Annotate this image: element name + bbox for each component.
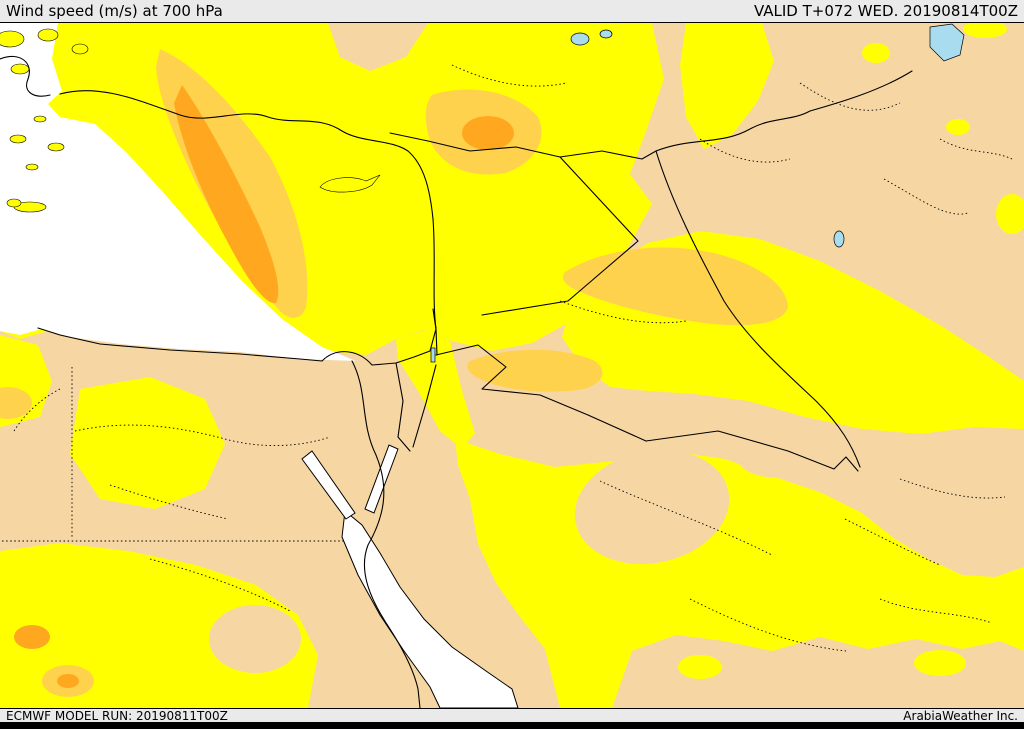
yellow-patch [963,23,1007,39]
model-run-label: ECMWF MODEL RUN: 20190811T00Z [6,708,228,723]
country-borders [0,56,913,709]
orange-core-south-turkey [462,116,514,151]
gold-patch-left-edge [0,387,32,420]
dotted-egypt-a [74,425,331,447]
valid-time-label: VALID T+072 WED. 20190814T00Z [753,2,1018,21]
nile-river [351,360,421,709]
yellow-region-topright-band [680,23,774,150]
border-jordan-saudi [435,344,647,443]
aegean-landmass [10,64,30,75]
title-bar: Wind speed (m/s) at 700 hPa VALID T+072 … [0,0,1024,23]
yellow-patch [862,43,890,64]
aegean-island [9,135,27,144]
land-tan-patches [209,424,1024,709]
aegean-island [33,116,47,123]
aegean-island [47,143,65,152]
yellow-patch [946,119,970,136]
dotted-iran-a [799,83,901,112]
border-syria-iraq-jordan [481,156,639,317]
credit-label: ArabiaWeather Inc. [903,708,1018,723]
weather-map-canvas [0,23,1024,709]
dotted-iran-c [939,139,1013,160]
border-iraq-saudi [645,430,859,473]
cyprus-island [319,175,381,193]
border-iran-west [655,150,861,469]
aegean-landmass [0,31,25,48]
dotted-egypt-c [149,559,291,612]
orange-core-southwest-b [57,674,79,689]
yellow-patch [678,655,722,680]
dotted-iran-b [883,179,969,215]
aegean-landmass [71,44,89,55]
border-israel-egypt [395,362,411,453]
aegean-island [25,164,39,171]
admin-borders-dotted [2,65,1013,652]
aegean-island [6,199,22,208]
dead-sea [430,348,436,363]
wind-yellow-patches [678,23,1024,680]
orange-core-southwest-a [14,625,50,650]
tan-patch-southwest [209,605,301,674]
small-lake [833,231,845,248]
dotted-saudi-a [599,481,773,556]
dotted-syria [559,301,687,324]
orange-core-east-med [174,85,279,304]
lake-van [570,33,590,46]
map-title: Wind speed (m/s) at 700 hPa [6,2,223,21]
dotted-libya [13,389,61,432]
tan-patch-bottom-band [612,635,1024,709]
yellow-patch [914,650,966,677]
dotted-gulf-east [899,479,1006,499]
gold-patch-iraq [562,247,788,326]
mediterranean-sea [0,23,356,362]
yellow-patch [996,194,1024,235]
coastline-med [37,90,437,367]
gulf-of-suez [301,450,356,521]
gulf-of-aqaba [364,444,399,515]
coastline-aegean [0,56,51,98]
border-turkey-syria [389,132,657,161]
yellow-region-egypt-patch [70,377,225,510]
islands [0,29,381,213]
red-sea [341,510,519,709]
border-turkey-northeast [655,70,913,153]
dotted-turkey-east [699,139,791,163]
dotted-saudi-d [879,599,993,624]
lakes [430,24,965,363]
dotted-turkey [451,65,567,87]
sea-regions [0,23,519,709]
yellow-region-levant-strip [396,329,475,450]
caspian-corner-lake [929,24,965,62]
aegean-landmass [37,29,59,42]
small-lake [599,30,613,39]
bottom-black-bar [0,722,1024,729]
footer-bar: ECMWF MODEL RUN: 20190811T00Z ArabiaWeat… [0,708,1024,723]
border-jordan-valley [412,308,438,449]
map-area [0,22,1024,710]
wind-orange-cores [14,85,514,689]
tan-patch-central-arabia [574,450,730,565]
gold-stripe-jordan [467,350,603,393]
